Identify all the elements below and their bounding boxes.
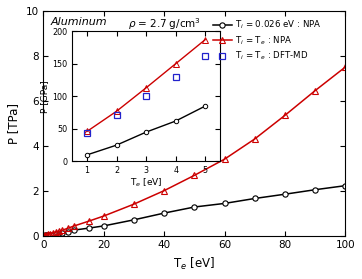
- Text: Aluminum: Aluminum: [51, 16, 108, 27]
- Text: $\rho$ = 2.7 g/cm$^3$: $\rho$ = 2.7 g/cm$^3$: [128, 16, 201, 32]
- Y-axis label: P [TPa]: P [TPa]: [7, 103, 20, 144]
- Legend: T$_i$ = 0.026 eV : NPA, T$_i$ = T$_e$ : NPA, T$_i$ = T$_e$ : DFT-MD: T$_i$ = 0.026 eV : NPA, T$_i$ = T$_e$ : …: [209, 15, 325, 66]
- X-axis label: T$_e$ [eV]: T$_e$ [eV]: [173, 256, 215, 272]
